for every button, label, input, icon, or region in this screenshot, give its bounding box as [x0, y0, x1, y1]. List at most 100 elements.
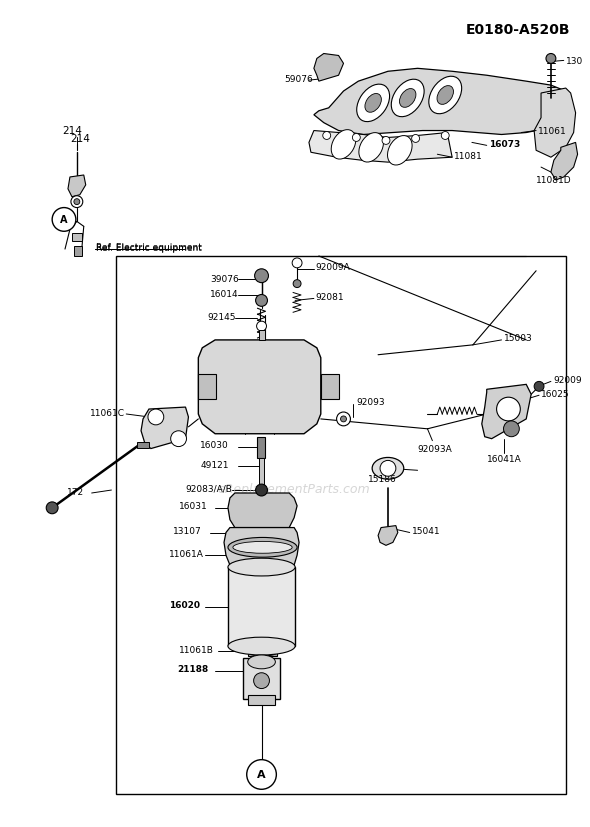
Bar — [137, 442, 149, 448]
Polygon shape — [314, 69, 566, 136]
Ellipse shape — [372, 458, 404, 480]
Text: 11061C: 11061C — [90, 408, 124, 417]
Text: 214: 214 — [62, 126, 82, 136]
Ellipse shape — [331, 131, 356, 160]
Ellipse shape — [357, 85, 389, 122]
Bar — [321, 375, 339, 399]
Bar — [116, 256, 566, 794]
Text: 11061B: 11061B — [179, 645, 214, 654]
Circle shape — [257, 322, 267, 332]
Circle shape — [323, 132, 330, 141]
Circle shape — [497, 398, 520, 422]
Polygon shape — [482, 385, 531, 439]
Circle shape — [441, 132, 449, 141]
Circle shape — [503, 422, 519, 437]
Ellipse shape — [429, 77, 461, 115]
Ellipse shape — [365, 94, 381, 113]
Circle shape — [46, 502, 58, 514]
Circle shape — [380, 461, 396, 476]
Text: 16073: 16073 — [489, 140, 520, 149]
Bar — [258, 331, 264, 341]
Ellipse shape — [228, 538, 297, 557]
Ellipse shape — [437, 87, 454, 105]
Text: eReplacementParts.com: eReplacementParts.com — [218, 482, 371, 495]
Text: 16041A: 16041A — [487, 454, 522, 463]
Text: 92083/A/B: 92083/A/B — [185, 484, 232, 493]
Polygon shape — [309, 131, 452, 163]
Circle shape — [340, 417, 346, 423]
Circle shape — [337, 413, 350, 427]
Text: 39076: 39076 — [210, 275, 239, 284]
Circle shape — [255, 295, 267, 307]
Ellipse shape — [359, 133, 384, 163]
Text: 11061A: 11061A — [169, 549, 204, 558]
Text: 92081: 92081 — [316, 293, 345, 302]
Polygon shape — [378, 526, 398, 546]
Ellipse shape — [388, 136, 412, 165]
Text: 92145: 92145 — [207, 313, 236, 322]
Circle shape — [546, 55, 556, 65]
Text: 49121: 49121 — [200, 461, 229, 469]
Bar — [248, 648, 277, 656]
Circle shape — [293, 280, 301, 289]
Ellipse shape — [228, 558, 295, 576]
Text: 92009: 92009 — [553, 375, 582, 385]
Bar — [74, 246, 82, 256]
Text: 16025: 16025 — [541, 390, 570, 399]
Ellipse shape — [248, 655, 276, 669]
Text: 92093A: 92093A — [418, 445, 453, 453]
Text: Ref. Electric equipment: Ref. Electric equipment — [96, 242, 202, 251]
Bar — [248, 696, 276, 705]
Text: 92093: 92093 — [356, 397, 385, 406]
Polygon shape — [141, 408, 188, 449]
Circle shape — [247, 760, 276, 789]
Polygon shape — [224, 528, 299, 566]
Bar — [258, 459, 264, 489]
Bar — [242, 658, 280, 700]
Text: 21188: 21188 — [178, 664, 209, 673]
Text: 11081: 11081 — [454, 151, 483, 160]
Polygon shape — [551, 143, 578, 181]
Polygon shape — [68, 176, 86, 198]
Bar — [72, 234, 82, 241]
Text: Ref. Electric equipment: Ref. Electric equipment — [96, 243, 202, 252]
Circle shape — [534, 382, 544, 392]
Bar — [228, 567, 295, 646]
Ellipse shape — [399, 89, 416, 108]
Circle shape — [71, 197, 83, 208]
Text: A: A — [60, 215, 68, 225]
Text: 130: 130 — [566, 57, 583, 66]
Text: 59076: 59076 — [284, 74, 313, 84]
Text: E0180-A520B: E0180-A520B — [466, 23, 571, 37]
Text: 16031: 16031 — [179, 502, 207, 511]
Circle shape — [412, 136, 419, 143]
Text: 92009A: 92009A — [316, 263, 350, 272]
Circle shape — [292, 259, 302, 269]
Bar — [198, 375, 216, 399]
Circle shape — [52, 208, 76, 232]
Text: N: N — [384, 466, 389, 471]
Ellipse shape — [233, 542, 292, 553]
Circle shape — [255, 270, 268, 284]
Text: 16014: 16014 — [210, 289, 239, 299]
Text: 15186: 15186 — [368, 474, 397, 483]
Circle shape — [352, 134, 360, 142]
Circle shape — [148, 409, 164, 425]
Polygon shape — [228, 494, 297, 528]
Polygon shape — [534, 89, 576, 158]
Circle shape — [254, 673, 270, 689]
Text: 11081D: 11081D — [536, 176, 572, 185]
Text: 13107: 13107 — [173, 527, 201, 535]
Circle shape — [74, 199, 80, 205]
Ellipse shape — [228, 638, 295, 655]
Text: 16030: 16030 — [200, 441, 229, 450]
Text: 172: 172 — [67, 487, 84, 496]
Ellipse shape — [391, 80, 424, 117]
Text: A: A — [257, 770, 266, 780]
Bar — [257, 437, 264, 459]
Circle shape — [171, 431, 186, 447]
Text: 214: 214 — [70, 134, 90, 144]
Polygon shape — [198, 341, 321, 434]
Text: 11061: 11061 — [538, 127, 567, 136]
Text: 15003: 15003 — [503, 334, 532, 343]
